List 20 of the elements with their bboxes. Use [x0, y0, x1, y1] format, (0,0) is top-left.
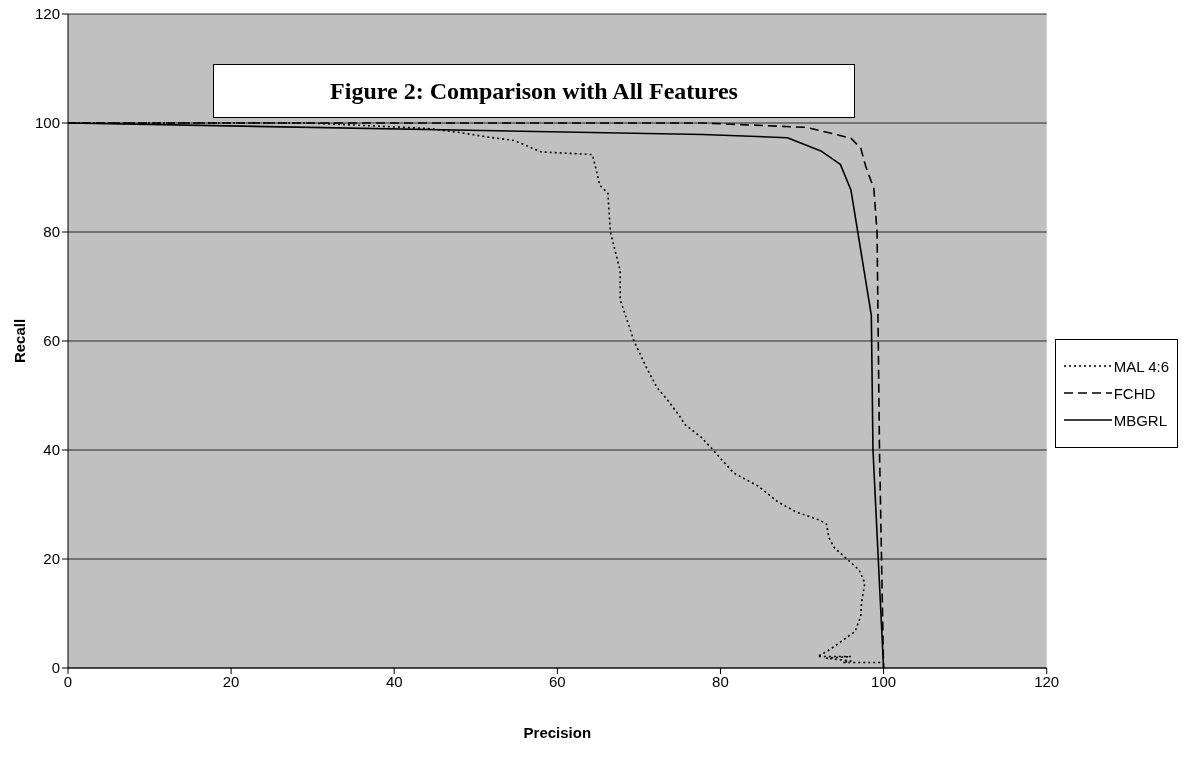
x-axis-title: Precision [523, 724, 592, 741]
x-tick-label: 0 [63, 672, 73, 690]
x-tick-label: 120 [1034, 672, 1060, 690]
y-tick-label: 40 [43, 441, 60, 459]
x-tick-label: 60 [549, 672, 566, 690]
x-tick-label: 80 [712, 672, 729, 690]
legend-label: MBGRL [1113, 411, 1168, 429]
y-tick-label: 0 [51, 659, 60, 677]
y-tick-label: 60 [43, 332, 60, 350]
y-tick-label: 80 [43, 223, 60, 241]
y-tick-label: 20 [43, 550, 60, 568]
legend-label: FCHD [1113, 384, 1156, 402]
x-tick-label: 40 [385, 672, 403, 690]
y-tick-label: 120 [34, 5, 60, 23]
x-tick-label: 100 [871, 672, 897, 690]
y-tick-label: 100 [34, 114, 60, 132]
y-axis-title: Recall [11, 318, 29, 364]
x-tick-label: 20 [222, 672, 240, 690]
legend-label: MAL 4:6 [1113, 357, 1169, 375]
text: Figure 2: Comparison with All Features [330, 77, 738, 105]
